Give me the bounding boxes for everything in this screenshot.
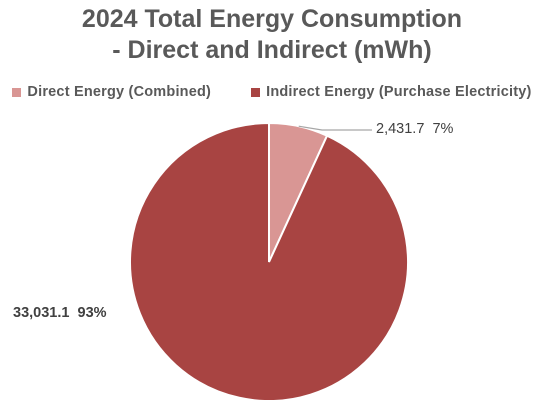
data-label-indirect-percent: 93% (77, 305, 107, 321)
chart-legend: Direct Energy (Combined) Indirect Energy… (0, 82, 544, 102)
legend-swatch-direct (12, 87, 22, 97)
legend-label-direct: Direct Energy (Combined) (27, 84, 212, 100)
data-label-direct-percent: 7% (432, 121, 454, 137)
legend-item-direct: Direct Energy (Combined) (12, 82, 211, 102)
chart-title: 2024 Total Energy Consumption - Direct a… (0, 4, 544, 66)
data-label-indirect: 33,031.1 93% (13, 305, 107, 321)
data-label-direct: 2,431.7 7% (376, 121, 453, 137)
data-label-direct-value: 2,431.7 (376, 121, 425, 137)
pie-slice-indirect (129, 121, 409, 400)
legend-item-indirect: Indirect Energy (Purchase Electricity) (251, 82, 531, 102)
chart-title-line-1: 2024 Total Energy Consumption (81, 5, 463, 33)
legend-swatch-indirect (251, 87, 261, 97)
legend-label-indirect: Indirect Energy (Purchase Electricity) (266, 84, 532, 100)
chart-title-line-2: - Direct and Indirect (mWh) (112, 36, 432, 64)
data-label-indirect-value: 33,031.1 (13, 305, 70, 321)
leader-line-direct (298, 125, 372, 131)
